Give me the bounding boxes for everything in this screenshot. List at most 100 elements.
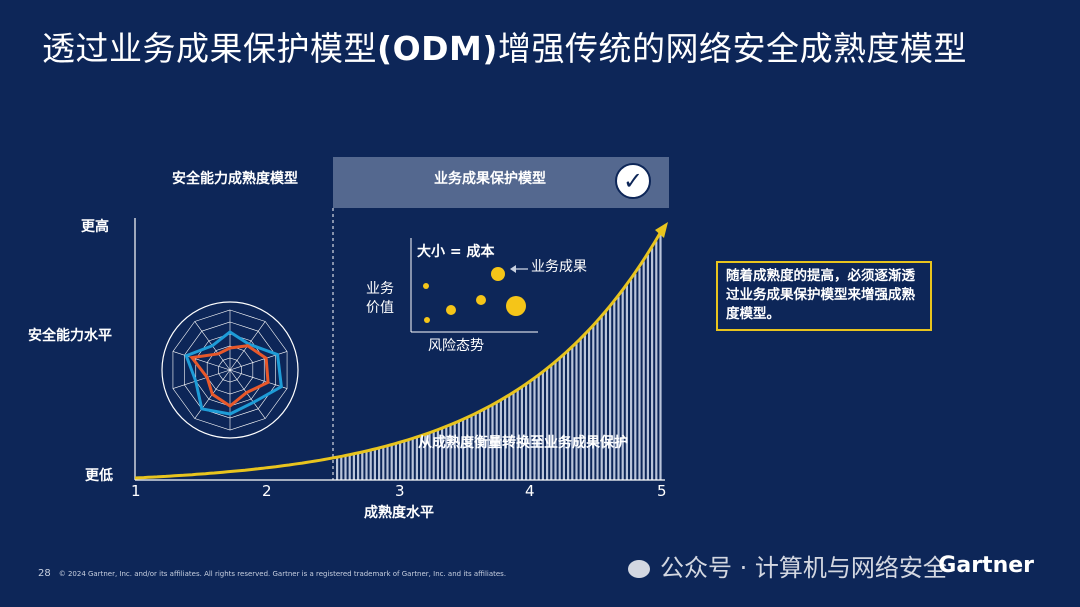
curve-bar [449,425,452,480]
curve-arrowhead [655,222,668,238]
curve-bar [348,454,351,480]
curve-bar [604,312,607,480]
checkmark-icon: ✓ [615,163,651,199]
curve-bar [592,326,595,480]
inset-y-label: 业务 [366,281,394,297]
gartner-logo: Gartner [938,553,1034,578]
curve-bar [533,378,536,480]
curve-bar [386,446,389,480]
curve-bar [630,279,633,480]
curve-bar [638,267,641,480]
y-low-label: 更低 [85,468,113,484]
curve-bar [453,423,456,480]
inset-arrowhead [510,265,516,273]
curve-bar [373,449,376,480]
curve-bar [411,438,414,480]
inset-point [423,283,429,289]
curve-bar [567,351,570,480]
inset-scatter [410,238,538,333]
radar-series-orange [189,344,270,408]
curve-bar [558,358,561,480]
curve-bar [537,375,540,480]
curve-bar [634,273,637,480]
inset-outcome-label: 业务成果 [531,259,587,275]
curve-bar [344,455,347,480]
x-axis-label: 成熟度水平 [364,505,434,521]
curve-bar [579,339,582,480]
header-odm: 业务成果保护模型 [434,171,546,187]
curve-bar [487,407,490,480]
inset-point [446,305,456,315]
x-tick: 2 [262,482,272,500]
curve-bar [571,347,574,480]
curve-bar [352,454,355,480]
curve-bar [659,234,662,480]
curve-bar [420,435,423,480]
inset-point [424,317,430,323]
curve-bar [625,285,628,480]
curve-fill-bars [336,234,662,480]
curve-bar [642,261,645,480]
curve-bar [529,381,532,480]
curve-bar [588,330,591,480]
curve-bar [483,409,486,480]
curve-bar [508,395,511,480]
radar-grid-spoke [172,369,231,389]
curve-bar [390,444,393,480]
radar-series-blue [184,330,283,416]
curve-bar [520,387,523,480]
curve-bar [336,457,339,480]
header-maturity-model: 安全能力成熟度模型 [172,171,298,187]
inset-x-label: 风险态势 [428,338,484,354]
curve-bar [445,426,448,480]
curve-bar [609,307,612,480]
transition-label: 从成熟度衡量转换至业务成果保护 [418,435,628,451]
radar-grid-spoke [172,351,231,371]
watermark: 公众号 · 计算机与网络安全 [628,548,947,583]
curve-bar [596,321,599,480]
callout-box: 随着成熟度的提高，必须逐渐透过业务成果保护模型来增强成熟度模型。 [716,261,932,331]
curve-bar [512,392,515,480]
curve-bar [382,447,385,480]
curve-bar [550,365,553,480]
curve-bar [491,405,494,480]
inset-size-label: 大小 = 成本 [417,244,495,260]
curve-bar [457,421,460,480]
x-tick: 3 [395,482,405,500]
curve-bar [399,442,402,480]
curve-bar [378,448,381,480]
curve-bar [600,317,603,480]
curve-bar [478,411,481,480]
radar-chart [161,301,299,439]
radar-grid-spoke [229,369,288,389]
curve-bar [365,451,368,480]
curve-bar [407,440,410,480]
curve-bar [554,362,557,480]
page-number: 28 [38,568,51,579]
curve-bar [403,441,406,480]
curve-bar [575,343,578,480]
curve-bar [655,241,658,480]
curve-bar [516,390,519,480]
curve-bar [646,254,649,480]
footer: 28 © 2024 Gartner, Inc. and/or its affili… [38,568,506,579]
curve-bar [525,384,528,480]
curve-bar [504,398,507,480]
curve-bar [428,433,431,480]
curve-bar [651,248,654,480]
curve-bar [617,296,620,480]
growth-curve [134,227,665,480]
wechat-icon [628,560,650,578]
curve-bar [415,437,418,480]
y-axis-label: 安全能力水平 [28,328,112,344]
curve-bar [474,413,477,480]
curve-bar [357,453,360,480]
inset-point [506,296,526,316]
curve-bar [369,450,372,480]
copyright: © 2024 Gartner, Inc. and/or its affiliat… [58,570,507,578]
curve-bar [436,430,439,480]
curve-bar [361,452,364,480]
x-tick: 5 [657,482,667,500]
curve-bar [394,443,397,480]
